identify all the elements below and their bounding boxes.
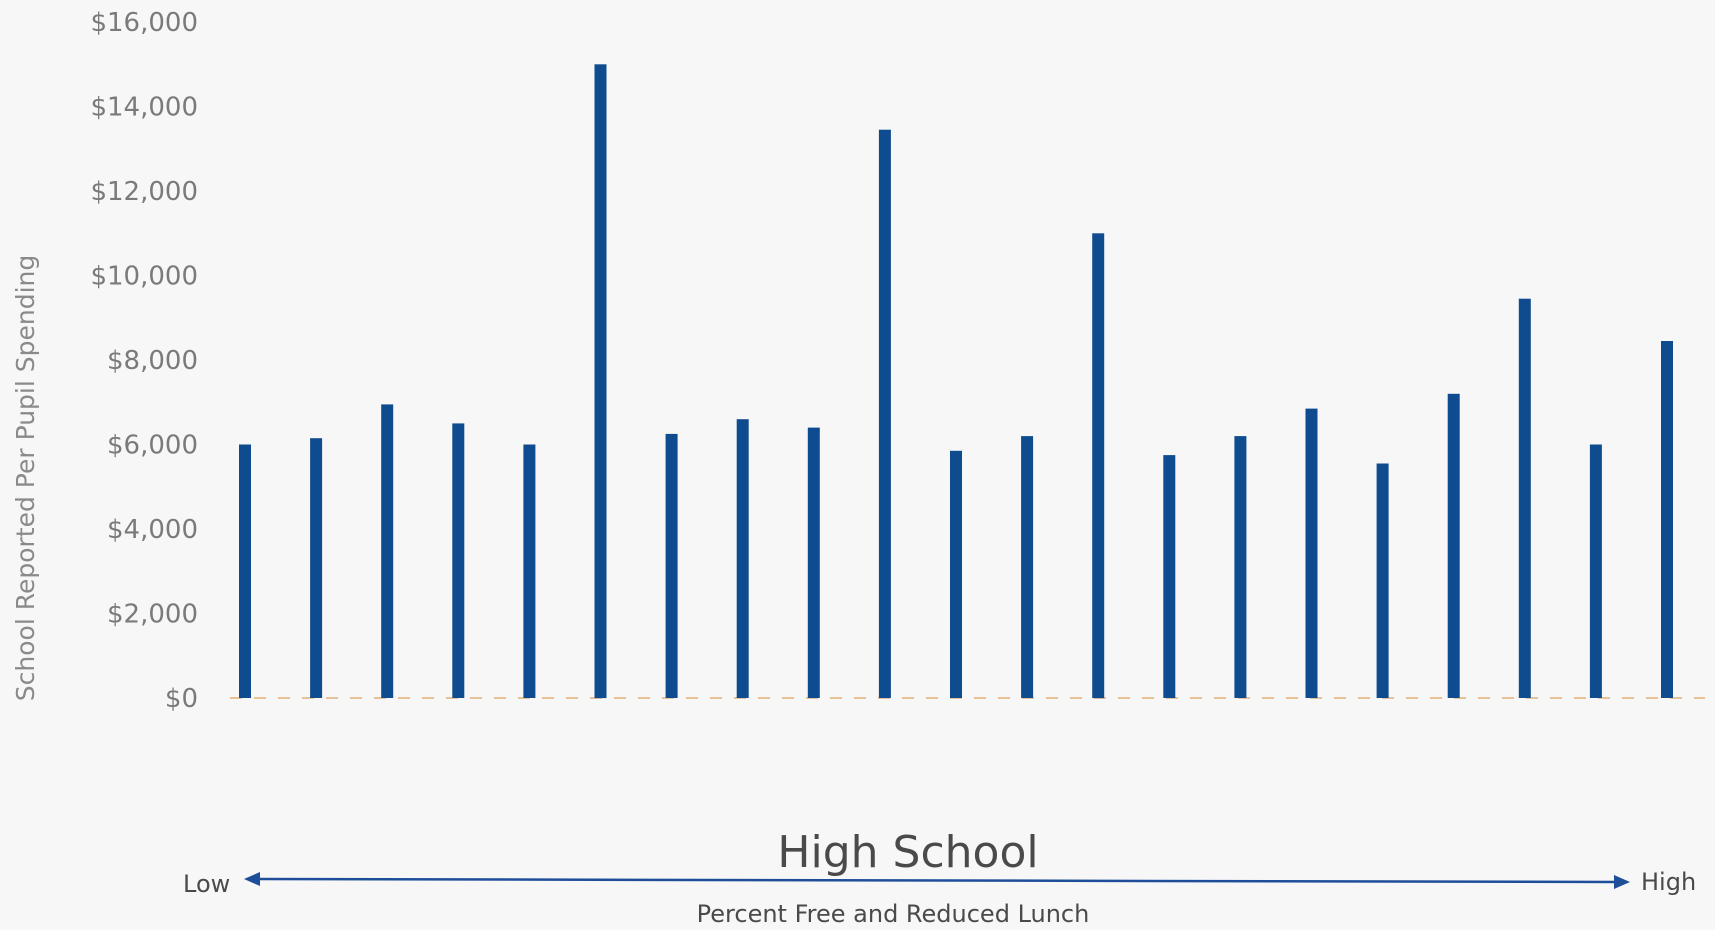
bar — [452, 423, 464, 698]
bar — [808, 428, 820, 698]
arrow-left-icon — [244, 872, 260, 886]
arrow-right-icon — [1614, 875, 1630, 889]
y-tick-label: $2,000 — [107, 600, 198, 630]
bar — [1234, 436, 1246, 698]
bar — [523, 445, 535, 699]
y-tick-label: $8,000 — [107, 346, 198, 376]
bar — [595, 64, 607, 698]
x-axis-title: Percent Free and Reduced Lunch — [697, 900, 1090, 928]
y-tick-label: $6,000 — [107, 431, 198, 461]
bar — [1448, 394, 1460, 698]
bar — [239, 445, 251, 699]
y-tick-label: $14,000 — [90, 93, 198, 123]
x-low-label: Low — [183, 870, 230, 898]
bar — [310, 438, 322, 698]
bar — [1519, 299, 1531, 698]
bar — [1163, 455, 1175, 698]
bar — [737, 419, 749, 698]
bar — [381, 404, 393, 698]
bar — [1306, 409, 1318, 698]
chart-title: High School — [777, 827, 1038, 878]
bar — [950, 451, 962, 698]
y-tick-label: $0 — [165, 684, 198, 714]
y-tick-label: $16,000 — [90, 8, 198, 38]
y-tick-label: $10,000 — [90, 262, 198, 292]
y-tick-label: $4,000 — [107, 515, 198, 545]
bar — [1661, 341, 1673, 698]
x-high-label: High — [1641, 868, 1696, 896]
y-tick-label: $12,000 — [90, 177, 198, 207]
bar — [1092, 233, 1104, 698]
y-axis-ticks: $0 $2,000 $4,000 $6,000 $8,000 $10,000 $12,000… — [90, 8, 198, 714]
bars-group — [239, 64, 1673, 698]
bar — [1590, 445, 1602, 699]
bar — [879, 130, 891, 698]
bar — [666, 434, 678, 698]
arrow-line — [255, 879, 1618, 882]
y-axis-title: School Reported Per Pupil Spending — [11, 255, 40, 701]
bar — [1377, 464, 1389, 699]
bar — [1021, 436, 1033, 698]
